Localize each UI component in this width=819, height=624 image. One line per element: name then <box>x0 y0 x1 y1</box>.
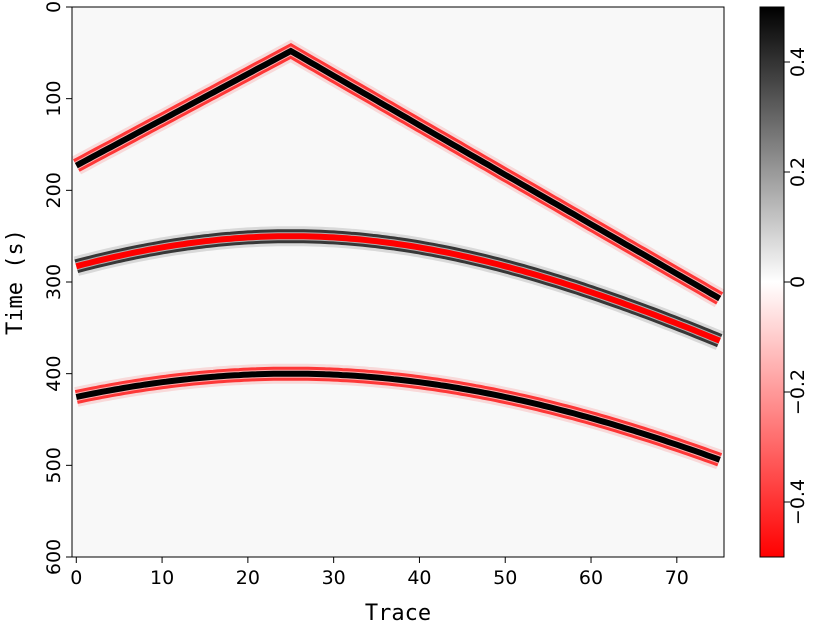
x-tick-label: 60 <box>579 567 603 589</box>
y-tick-label: 0 <box>43 1 65 13</box>
x-tick-label: 70 <box>665 567 689 589</box>
y-axis-title: Time (s) <box>3 229 28 335</box>
colorbar-tick-label: 0.2 <box>787 157 809 187</box>
plot-background <box>72 7 724 557</box>
x-axis: 0 10 20 30 40 50 60 70 <box>70 557 689 589</box>
colorbar-ticks: −0.4 −0.2 0 0.2 0.4 <box>784 47 809 525</box>
y-tick-label: 500 <box>43 447 65 483</box>
colorbar-gradient <box>760 7 784 557</box>
event-peak <box>75 370 721 463</box>
x-tick-label: 10 <box>150 567 174 589</box>
colorbar-tick-label: −0.2 <box>787 369 809 415</box>
y-tick-label: 200 <box>43 172 65 208</box>
y-tick-label: 400 <box>43 356 65 392</box>
seismic-event-1 <box>72 39 724 308</box>
x-tick-label: 40 <box>407 567 431 589</box>
x-axis-title: Trace <box>365 601 431 624</box>
y-tick-label: 100 <box>43 81 65 117</box>
event-peak <box>75 233 721 344</box>
event-peak <box>74 47 722 302</box>
y-tick-label: 600 <box>43 539 65 575</box>
colorbar-tick-label: 0.4 <box>787 47 809 77</box>
colorbar-tick-label: 0 <box>787 276 809 288</box>
seismic-event-2 <box>73 226 724 350</box>
x-tick-label: 30 <box>322 567 346 589</box>
colorbar-tick-label: −0.4 <box>787 479 809 525</box>
x-tick-label: 50 <box>493 567 517 589</box>
x-tick-label: 0 <box>70 567 82 589</box>
seismic-events <box>72 39 724 470</box>
y-tick-label: 300 <box>43 264 65 300</box>
colorbar: −0.4 −0.2 0 0.2 0.4 <box>759 6 809 558</box>
y-axis: 0 100 200 300 400 500 600 <box>43 1 72 575</box>
seismic-event-3 <box>74 363 724 470</box>
x-tick-label: 20 <box>236 567 260 589</box>
plot-area <box>71 6 725 558</box>
